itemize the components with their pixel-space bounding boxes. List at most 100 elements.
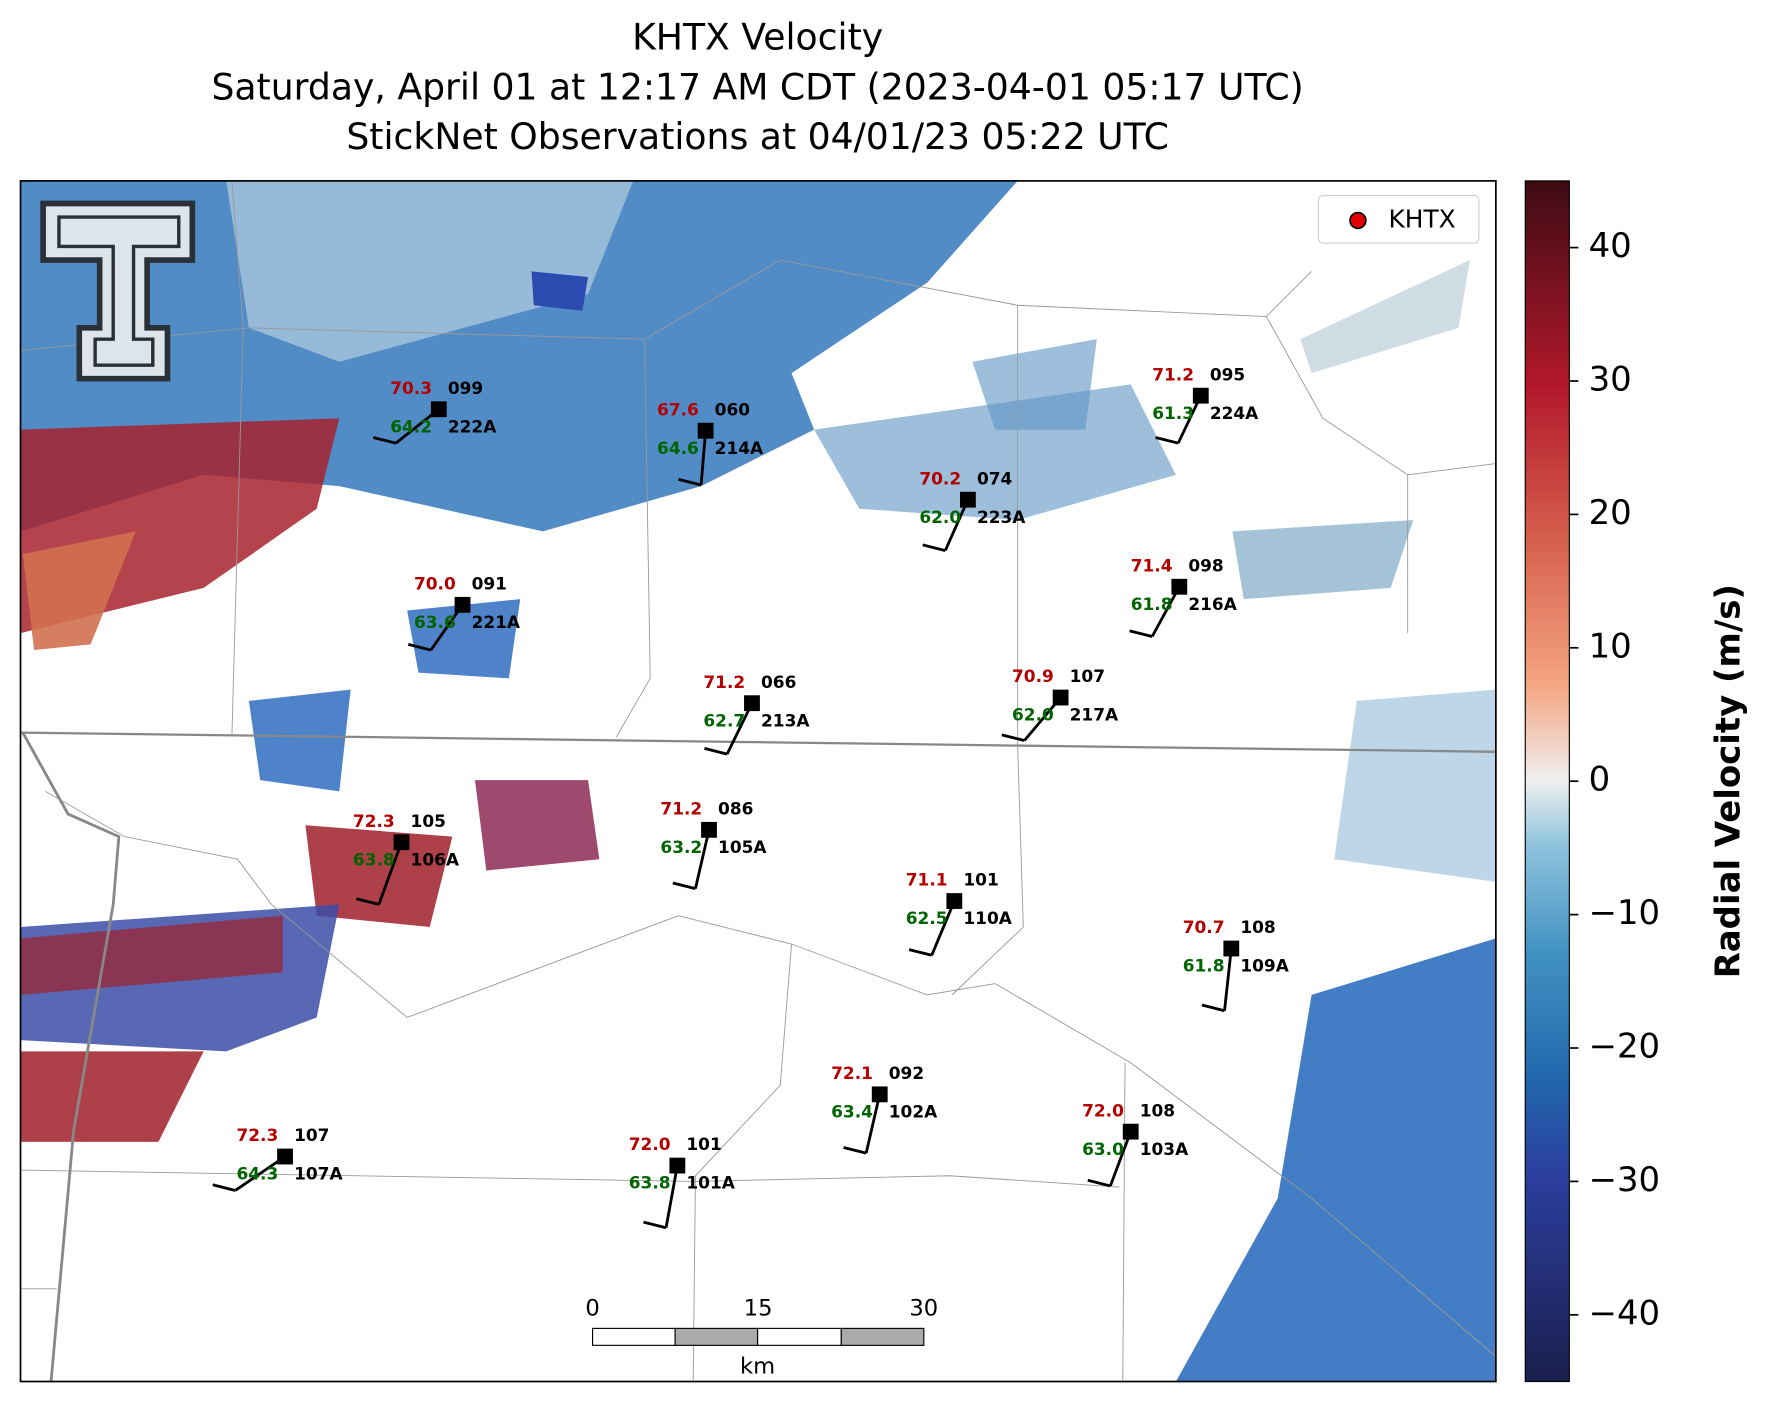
dewpoint: 62.5 — [906, 908, 948, 928]
temperature: 70.3 — [390, 378, 432, 398]
station-id: 222A — [448, 416, 497, 436]
wind-staff — [664, 1165, 679, 1229]
logo — [40, 200, 196, 382]
dewpoint: 63.4 — [831, 1101, 873, 1121]
wind-staff — [377, 841, 403, 905]
wind-barb — [1129, 629, 1153, 638]
wind-barb — [1087, 1178, 1111, 1188]
station-plot: 72.0 108 63.0 103A — [1082, 1100, 1189, 1188]
wind-staff — [864, 1094, 882, 1154]
map-frame — [19, 180, 1497, 1383]
station-code: 108 — [1140, 1100, 1175, 1120]
legend-marker — [1349, 211, 1367, 230]
legend-box — [1317, 195, 1480, 244]
colorbar-tick-label: 0 — [1589, 760, 1611, 799]
wind-barb — [407, 643, 432, 652]
wind-staff — [725, 702, 754, 755]
station-id: 224A — [1210, 403, 1259, 423]
temperature: 71.2 — [1152, 364, 1194, 384]
temperature: 72.3 — [236, 1125, 278, 1145]
dewpoint: 61.8 — [1131, 594, 1173, 614]
temperature: 70.2 — [919, 468, 961, 488]
temperature: 72.1 — [831, 1063, 873, 1083]
dewpoint: 61.8 — [1183, 956, 1225, 976]
station-marker — [393, 834, 410, 851]
wind-staff — [943, 499, 970, 552]
observations-time: StickNet Observations at 04/01/23 05:22 … — [346, 115, 1169, 158]
wind-staff — [699, 430, 708, 486]
colorbar-tick-label: 30 — [1589, 359, 1632, 398]
wind-staff — [694, 829, 711, 889]
station-marker — [1171, 578, 1188, 595]
station-code: 098 — [1188, 555, 1223, 575]
station-plot: 70.9 107 62.0 217A — [1001, 666, 1119, 742]
station-id: 102A — [889, 1101, 938, 1121]
wind-staff — [234, 1155, 286, 1192]
scale-tick-label: 0 — [585, 1296, 599, 1322]
wind-barb — [1201, 1003, 1225, 1013]
colorbar — [1524, 180, 1570, 1383]
station-marker — [871, 1086, 888, 1103]
dewpoint: 64.3 — [236, 1164, 278, 1184]
station-id: 213A — [761, 710, 810, 730]
wind-barb — [843, 1146, 867, 1155]
dewpoint: 64.6 — [657, 438, 699, 458]
station-marker — [1192, 387, 1209, 404]
station-code: 107 — [1070, 666, 1105, 686]
radar-echoes — [20, 180, 1496, 1382]
station-id: 106A — [411, 849, 460, 869]
wind-barb — [643, 1220, 667, 1230]
station-code: 091 — [472, 573, 507, 593]
wind-barb — [672, 881, 696, 890]
station-code: 066 — [761, 672, 796, 692]
wind-staff — [1150, 586, 1181, 638]
station-id: 217A — [1070, 705, 1119, 725]
colorbar-label: Radial Velocity (m/s) — [1708, 584, 1747, 978]
wind-barb — [1001, 733, 1025, 742]
station-plot: 72.1 092 63.4 102A — [831, 1063, 938, 1155]
temperature: 71.2 — [703, 672, 745, 692]
temperature: 71.1 — [906, 870, 948, 890]
legend-label: KHTX — [1388, 204, 1455, 233]
colorbar-tick-label: −10 — [1589, 893, 1661, 932]
colorbar-tick-label: 20 — [1589, 493, 1632, 532]
scale-unit: km — [740, 1353, 775, 1379]
station-id: 109A — [1240, 956, 1289, 976]
station-marker — [1052, 689, 1069, 706]
station-code: 060 — [715, 399, 750, 419]
wind-staff — [1223, 948, 1233, 1011]
station-id: 101A — [686, 1173, 735, 1193]
station-code: 108 — [1240, 917, 1275, 937]
station-id: 105A — [718, 837, 767, 857]
station-marker — [1223, 940, 1240, 957]
dewpoint: 63.6 — [414, 612, 456, 632]
dewpoint: 62.0 — [1012, 705, 1054, 725]
scale-bar: km — [591, 1327, 925, 1379]
scale-tick-label: 30 — [909, 1296, 938, 1322]
station-plot: 72.3 105 63.8 106A — [353, 811, 460, 906]
station-code: 101 — [963, 870, 998, 890]
station-plot: 71.2 086 63.2 105A — [660, 798, 767, 890]
station-plot: 70.3 099 64.2 222A — [372, 378, 497, 445]
station-code: 074 — [977, 468, 1012, 488]
station-marker — [946, 893, 963, 909]
wind-barb — [372, 436, 397, 445]
wind-barb — [678, 477, 702, 487]
dewpoint: 63.2 — [660, 837, 702, 857]
station-id: 107A — [294, 1164, 343, 1184]
station-plot: 71.2 066 62.7 213A — [703, 672, 810, 756]
dewpoint: 63.0 — [1082, 1139, 1124, 1159]
temperature: 71.4 — [1131, 555, 1173, 575]
temperature: 72.0 — [629, 1134, 671, 1154]
dewpoint: 61.3 — [1152, 403, 1194, 423]
title: KHTX Velocity — [632, 16, 883, 59]
dewpoint: 62.7 — [703, 710, 745, 730]
station-marker — [959, 491, 976, 508]
station-marker — [430, 401, 447, 418]
wind-barb — [212, 1183, 236, 1192]
station-code: 107 — [294, 1125, 329, 1145]
station-id: 110A — [963, 908, 1012, 928]
dewpoint: 63.8 — [629, 1173, 671, 1193]
wind-staff — [1109, 1131, 1133, 1187]
station-plot: 70.7 108 61.8 109A — [1183, 917, 1290, 1013]
